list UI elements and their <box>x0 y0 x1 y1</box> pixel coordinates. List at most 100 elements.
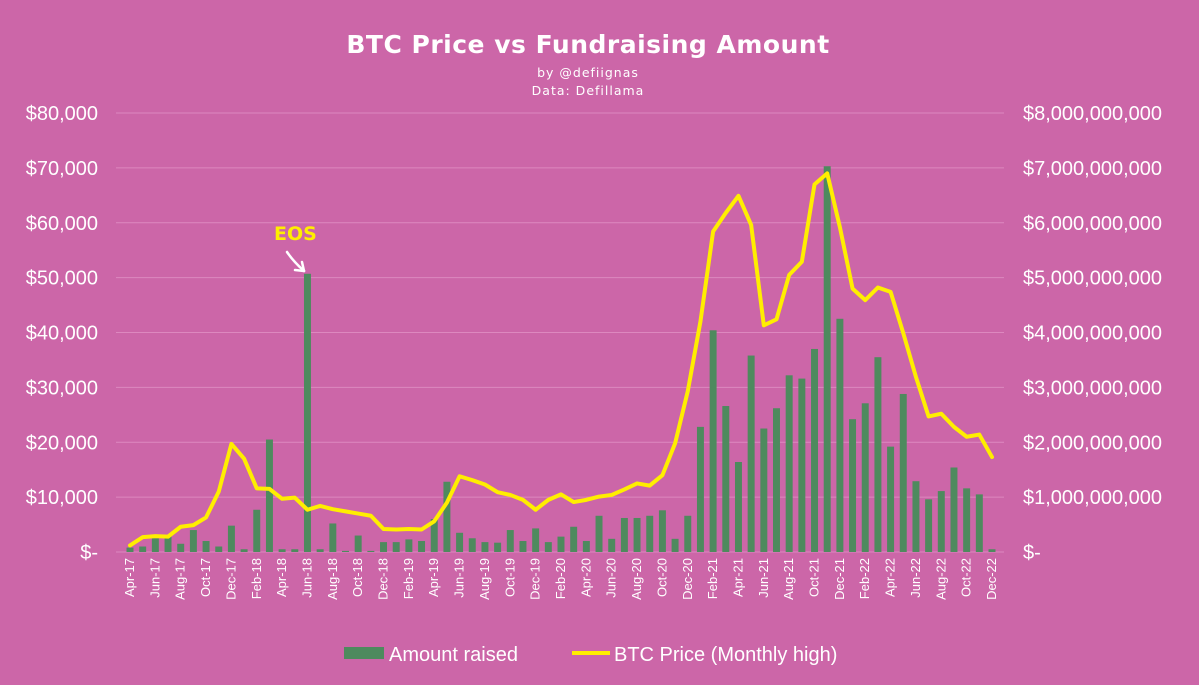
right-axis-tick-label: $2,000,000,000 <box>1023 432 1162 454</box>
bar-amount-raised-Jul-22 <box>925 499 933 552</box>
bar-amount-raised-Dec-18 <box>380 542 388 552</box>
bar-amount-raised-Mar-18 <box>265 439 273 552</box>
bar-amount-raised-Oct-18 <box>354 535 362 552</box>
bar-amount-raised-Nov-21 <box>823 166 831 553</box>
bar-amount-raised-Nov-20 <box>671 538 679 552</box>
bar-amount-raised-Mar-22 <box>874 357 882 552</box>
bar-amount-raised-Nov-19 <box>519 541 527 552</box>
x-axis-tick-label: Dec-21 <box>832 558 847 600</box>
bar-amount-raised-Sep-21 <box>798 378 806 552</box>
left-axis-tick-label: $70,000 <box>26 158 98 180</box>
bar-amount-raised-Jan-19 <box>392 542 400 552</box>
x-axis-tick-label: Dec-17 <box>223 558 238 600</box>
x-axis-tick-label: Apr-21 <box>730 558 745 597</box>
bar-amount-raised-May-17 <box>139 546 147 552</box>
bar-amount-raised-Aug-22 <box>937 491 945 552</box>
bar-amount-raised-Feb-20 <box>557 536 565 552</box>
x-axis-tick-label: Aug-17 <box>173 558 188 600</box>
bar-amount-raised-Oct-19 <box>506 530 514 552</box>
x-axis-tick-label: Oct-22 <box>959 558 974 597</box>
x-axis-ticks: Apr-17 Jun-17 Aug-17 Oct-17 Dec-17 Feb-18 Apr-… <box>122 558 999 600</box>
bar-amount-raised-Jan-21 <box>696 426 704 552</box>
left-axis-tick-label: $10,000 <box>26 487 98 509</box>
bar-amount-raised-Apr-18 <box>278 549 286 552</box>
chart-subtitle-author: by @defiignas <box>537 65 639 80</box>
bar-amount-raised-Jul-21 <box>773 408 780 552</box>
bar-amount-raised-Jun-19 <box>456 532 464 552</box>
bar-amount-raised-Feb-18 <box>253 509 261 552</box>
x-axis-tick-label: Feb-18 <box>249 558 264 599</box>
bar-amount-raised-Dec-22 <box>988 549 996 552</box>
bar-amount-raised-Oct-20 <box>658 510 666 552</box>
btc-price-line-layer <box>128 171 994 548</box>
x-axis-tick-label: Oct-20 <box>654 558 669 597</box>
bar-amount-raised-Aug-20 <box>633 517 641 552</box>
bar-amount-raised-Jun-18 <box>303 273 311 552</box>
bar-amount-raised-May-22 <box>899 393 907 552</box>
eos-annotation: EOS <box>274 223 317 273</box>
left-axis-tick-label: $- <box>80 542 98 564</box>
right-axis-tick-label: $- <box>1023 542 1041 564</box>
left-axis-tick-label: $40,000 <box>26 323 98 345</box>
bar-amount-raised-Sep-20 <box>646 515 654 552</box>
bar-amount-raised-Jul-19 <box>468 538 476 552</box>
bar-amount-raised-Aug-19 <box>481 542 489 552</box>
bar-amount-raised-Mar-20 <box>570 526 578 552</box>
x-axis-tick-label: Feb-21 <box>705 558 720 599</box>
right-axis-tick-label: $4,000,000,000 <box>1023 323 1162 345</box>
left-axis-tick-label: $20,000 <box>26 432 98 454</box>
x-axis-tick-label: Feb-22 <box>857 558 872 599</box>
x-axis-tick-label: Aug-19 <box>477 558 492 600</box>
x-axis-tick-label: Oct-21 <box>807 558 822 597</box>
left-axis-tick-label: $50,000 <box>26 268 98 290</box>
bar-amount-raised-Nov-17 <box>215 546 223 552</box>
right-axis-tick-label: $6,000,000,000 <box>1023 213 1162 235</box>
bar-amount-raised-Jan-22 <box>849 419 857 552</box>
bar-amount-raised-Apr-22 <box>887 446 895 552</box>
bar-amount-raised-Feb-21 <box>709 330 717 552</box>
x-axis-tick-label: Oct-17 <box>198 558 213 597</box>
bar-amount-raised-Mar-21 <box>722 406 730 552</box>
bar-amount-raised-Jan-18 <box>240 549 248 552</box>
grid-lines <box>116 112 1004 553</box>
legend: Amount raised BTC Price (Monthly high) <box>344 644 837 666</box>
x-axis-tick-label: Jun-18 <box>299 558 314 598</box>
x-axis-tick-label: Apr-20 <box>578 558 593 597</box>
x-axis-tick-label: Aug-20 <box>629 558 644 600</box>
x-axis-tick-label: Apr-19 <box>426 558 441 597</box>
bar-amount-raised-May-21 <box>747 355 755 552</box>
bar-amount-raised-Dec-19 <box>532 528 540 552</box>
bar-amount-raised-May-18 <box>291 549 299 552</box>
left-axis-tick-label: $30,000 <box>26 377 98 399</box>
right-axis-tick-label: $1,000,000,000 <box>1023 487 1162 509</box>
bar-amount-raised-Jan-20 <box>544 542 552 552</box>
x-axis-tick-label: Dec-20 <box>680 558 695 600</box>
bar-amount-raised-Jul-17 <box>164 535 172 552</box>
bar-amount-raised-Aug-21 <box>785 375 793 552</box>
bar-amount-raised-Nov-22 <box>975 494 983 552</box>
right-axis-ticks: $- $1,000,000,000 $2,000,000,000 $3,000,000… <box>1023 103 1162 564</box>
bar-amount-raised-Aug-17 <box>177 543 185 552</box>
bar-amount-raised-Oct-22 <box>963 488 971 552</box>
x-axis-tick-label: Dec-19 <box>528 558 543 600</box>
x-axis-tick-label: Aug-21 <box>781 558 796 600</box>
bar-amount-raised-Aug-18 <box>329 523 337 552</box>
x-axis-tick-label: Jun-21 <box>756 558 771 598</box>
left-axis-ticks: $- $10,000 $20,000 $30,000 $40,000 $50,000 $60… <box>26 103 98 564</box>
x-axis-tick-label: Dec-22 <box>984 558 999 600</box>
bar-amount-raised-Dec-17 <box>227 525 235 552</box>
right-axis-tick-label: $8,000,000,000 <box>1023 103 1162 125</box>
bar-amount-raised-Jun-20 <box>608 538 616 552</box>
legend-label-btc-price: BTC Price (Monthly high) <box>614 644 837 666</box>
bar-amount-raised-Dec-20 <box>684 515 692 552</box>
bar-amount-raised-Sep-18 <box>342 550 349 552</box>
bar-amount-raised-Apr-19 <box>430 519 438 552</box>
x-axis-tick-label: Oct-19 <box>502 558 517 597</box>
bar-amount-raised-Jun-22 <box>912 481 920 552</box>
x-axis-tick-label: Jun-20 <box>604 558 619 598</box>
bar-amount-raised-Feb-22 <box>861 403 869 552</box>
bar-amount-raised-Jul-20 <box>620 517 628 552</box>
bar-amount-raised-Apr-20 <box>582 541 590 552</box>
bar-amount-raised-Sep-17 <box>189 530 197 552</box>
